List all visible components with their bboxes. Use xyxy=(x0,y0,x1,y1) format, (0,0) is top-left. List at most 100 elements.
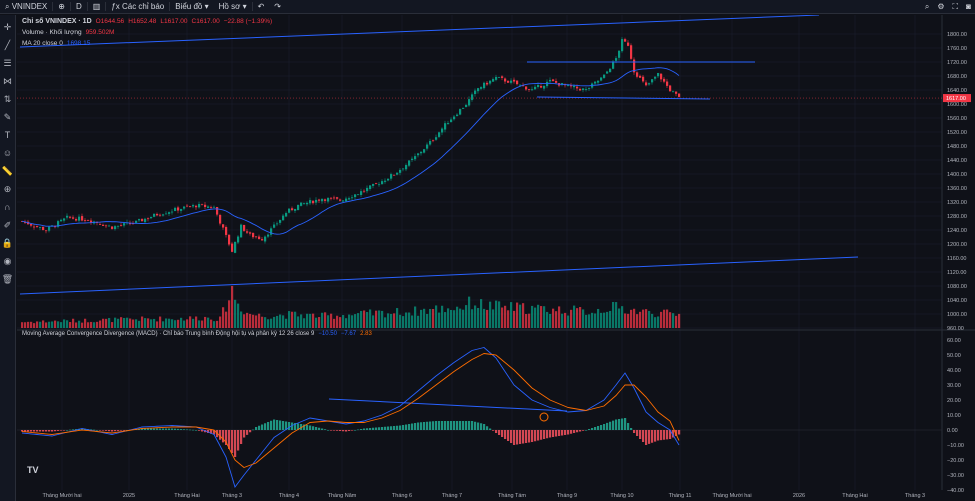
text-tool[interactable]: T xyxy=(2,129,14,141)
candle-body xyxy=(294,208,297,211)
macd-histogram-bar xyxy=(66,430,69,431)
chart-canvas[interactable]: 1800.00 1760.00 1720.00 1680.00 1640.00 1600.… xyxy=(17,15,975,501)
symbol-search[interactable]: ⌕ VNINDEX xyxy=(0,0,52,14)
drawing-toolbar: ✛ ╱ ☰ ⋈ ⇅ ✎ T ☺ 📏 ⊕ ∩ ✐ 🔒 ◉ 🗑 xyxy=(0,15,16,501)
candle-body xyxy=(579,88,582,91)
brush-tool[interactable]: ✎ xyxy=(2,111,14,123)
volume-bar xyxy=(648,310,651,328)
macd-histogram-bar xyxy=(36,430,39,432)
pattern-tool[interactable]: ⋈ xyxy=(2,75,14,87)
candle-body xyxy=(174,207,177,211)
macd-histogram-bar xyxy=(534,430,537,442)
hide-drawings-tool[interactable]: ◉ xyxy=(2,255,14,267)
price-tick-label: 1720.00 xyxy=(947,60,967,66)
volume-bar xyxy=(78,320,81,328)
screenshot-button[interactable]: ◙ xyxy=(962,0,975,14)
volume-bar xyxy=(219,316,222,328)
profile-menu-label: Hồ sơ xyxy=(218,2,241,11)
macd-histogram-bar xyxy=(33,430,36,432)
tradingview-logo[interactable]: TV xyxy=(27,465,39,475)
candle-body xyxy=(123,223,126,226)
volume-bar xyxy=(177,319,180,328)
macd-histogram-bar xyxy=(342,430,345,432)
volume-bar xyxy=(144,318,147,328)
search-button[interactable]: ⌕ xyxy=(921,0,933,14)
candle-body xyxy=(189,206,192,208)
macd-histogram-bar xyxy=(306,425,309,430)
volume-bar xyxy=(675,315,678,328)
candle-body xyxy=(264,236,267,242)
fib-tool[interactable]: ☰ xyxy=(2,57,14,69)
candle-body xyxy=(501,76,504,78)
macd-histogram-bar xyxy=(612,420,615,430)
price-axis[interactable]: 1800.00 1760.00 1720.00 1680.00 1640.00 1600.… xyxy=(943,32,971,494)
add-symbol-button[interactable]: ⊕ xyxy=(53,0,70,14)
brush-icon: ✎ xyxy=(3,112,12,122)
lock-tool[interactable]: ✐ xyxy=(2,219,14,231)
time-tick-label: 2025 xyxy=(123,493,135,499)
undo-button[interactable]: ↶ xyxy=(253,0,270,14)
pencil-lock-icon: ✐ xyxy=(3,220,12,230)
macd-histogram-bar xyxy=(576,430,579,433)
bar-type-button[interactable]: ▥ xyxy=(88,0,106,14)
candle-body xyxy=(435,137,438,140)
projection-tool[interactable]: ⇅ xyxy=(2,93,14,105)
trend-lines[interactable] xyxy=(19,15,859,422)
fib-icon: ☰ xyxy=(3,58,12,68)
crosshair-tool[interactable]: ✛ xyxy=(2,21,14,33)
trend-line-tool[interactable]: ╱ xyxy=(2,39,14,51)
remove-drawings-tool[interactable]: 🗑 xyxy=(2,273,14,285)
candle-body xyxy=(213,206,216,208)
candle-body xyxy=(315,199,318,203)
redo-button[interactable]: ↷ xyxy=(269,0,286,14)
volume-bar xyxy=(207,317,210,328)
ruler-tool[interactable]: 📏 xyxy=(2,165,14,177)
macd-histogram-bar xyxy=(414,423,417,430)
candle-body xyxy=(309,200,312,204)
macd-histogram-bar xyxy=(624,418,627,430)
macd-histogram-bar xyxy=(282,421,285,430)
candle-body xyxy=(528,89,531,90)
macd-histogram-bar xyxy=(333,430,336,431)
volume-bar xyxy=(336,315,339,328)
macd-histogram-bar xyxy=(153,428,156,430)
volume-bar xyxy=(225,311,228,328)
macd-histogram-bar xyxy=(654,430,657,442)
candle-body xyxy=(114,226,117,230)
chart-menu-button[interactable]: Biểu đồ ▾ xyxy=(170,0,213,14)
indicators-button[interactable]: ƒx Các chỉ báo xyxy=(106,0,169,14)
volume-bar xyxy=(429,308,432,328)
macd-histogram-bar xyxy=(279,420,282,430)
volume-bar xyxy=(645,309,648,328)
profile-menu-button[interactable]: Hồ sơ ▾ xyxy=(214,0,252,14)
candle-body xyxy=(135,220,138,223)
macd-histogram-bar xyxy=(30,430,33,432)
gear-icon: ⚙ xyxy=(937,2,945,11)
macd-histogram-bar xyxy=(363,428,366,430)
volume-bar xyxy=(591,312,594,328)
volume-bar xyxy=(216,320,219,328)
macd-histogram-bar xyxy=(273,419,276,430)
volume-bar xyxy=(522,303,525,328)
macd-tick-label: 20.00 xyxy=(947,398,961,404)
volume-bar xyxy=(630,309,633,328)
emoji-tool[interactable]: ☺ xyxy=(2,147,14,159)
candle-body xyxy=(153,213,156,217)
macd-histogram-bar xyxy=(219,430,222,440)
time-axis[interactable]: Tháng Mười hai 2025 Tháng Hai Tháng 3 Tháng … xyxy=(42,493,925,499)
magnet-icon: ∩ xyxy=(4,202,11,212)
settings-button[interactable]: ⚙ xyxy=(933,0,948,14)
magnet-tool[interactable]: ∩ xyxy=(2,201,14,213)
volume-bar xyxy=(570,309,573,328)
macd-histogram-bar xyxy=(366,428,369,430)
volume-bar xyxy=(408,312,411,328)
zoom-tool[interactable]: ⊕ xyxy=(2,183,14,195)
lock-drawings-tool[interactable]: 🔒 xyxy=(2,237,14,249)
fullscreen-button[interactable]: ⛶ xyxy=(949,0,963,14)
macd-pane xyxy=(17,347,942,488)
volume-bar xyxy=(318,317,321,328)
macd-histogram-bar xyxy=(615,419,618,430)
macd-histogram-bar xyxy=(255,427,258,430)
volume-bar xyxy=(384,317,387,328)
interval-button[interactable]: D xyxy=(75,2,82,11)
